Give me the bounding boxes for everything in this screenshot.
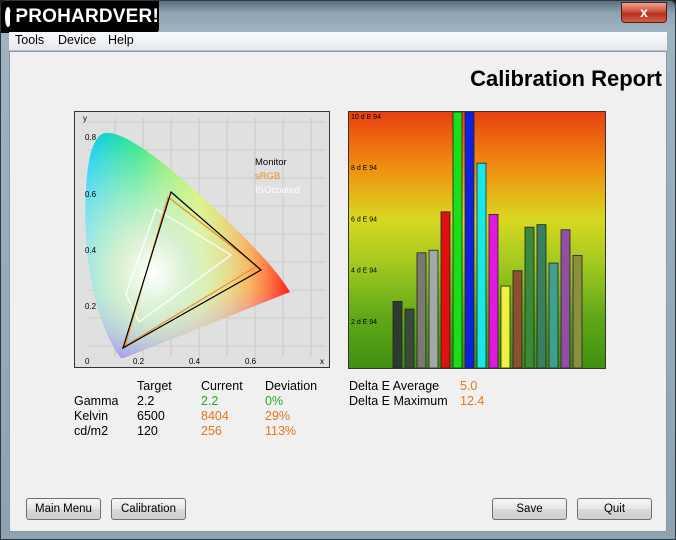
legend-srgb: sRGB [255, 171, 280, 182]
delta-e-average-label: Delta E Average [349, 379, 440, 393]
kelvin-deviation: 29% [265, 409, 291, 423]
delta-e-average-value: 5.0 [460, 379, 478, 393]
title-bar: PROHARDVER! x [1, 1, 675, 33]
y-tick-label: 10 d E 94 [351, 114, 381, 121]
delta-e-bar [572, 254, 583, 368]
y-tick-label: 0.8 [85, 133, 97, 142]
delta-e-maximum-value: 12.4 [460, 394, 485, 408]
close-button[interactable]: x [621, 2, 667, 23]
y-tick-label: 0 [85, 357, 90, 366]
header-current: Current [201, 379, 243, 393]
y-tick-label: 0.6 [85, 190, 97, 199]
cie-chart-svg: y x 0.8 0.6 0.4 0.2 0 0.2 0.4 0.6 Monito… [83, 114, 325, 366]
y-tick-label: 2 d E 94 [351, 319, 377, 326]
luminance-target: 120 [137, 424, 158, 438]
main-menu-button[interactable]: Main Menu [26, 498, 101, 520]
delta-e-bar [488, 214, 499, 368]
save-button[interactable]: Save [492, 498, 567, 520]
delta-e-bar [476, 162, 487, 368]
delta-e-bar [452, 112, 463, 368]
gamma-target: 2.2 [137, 394, 155, 408]
gamut-isocoated [125, 208, 233, 323]
menu-bar: Tools Device Help [9, 32, 667, 51]
y-tick-label: 8 d E 94 [351, 165, 377, 172]
delta-e-bar [404, 308, 415, 368]
row-label-luminance: cd/m2 [74, 424, 109, 438]
calibration-button[interactable]: Calibration [111, 498, 186, 520]
menu-tools[interactable]: Tools [15, 33, 45, 47]
y-tick-label: 4 d E 94 [351, 268, 377, 275]
x-tick-label: 0.2 [133, 357, 145, 366]
cie-chromaticity-chart: y x 0.8 0.6 0.4 0.2 0 0.2 0.4 0.6 Monito… [74, 111, 330, 368]
luminance-deviation: 113% [265, 424, 297, 438]
header-deviation: Deviation [265, 379, 318, 393]
delta-e-bar [524, 226, 535, 368]
luminance-current: 256 [201, 424, 222, 438]
menu-help[interactable]: Help [108, 33, 134, 47]
quit-button[interactable]: Quit [577, 498, 652, 520]
x-tick-label: 0.6 [245, 357, 257, 366]
logo-icon [5, 7, 21, 27]
bar-chart-svg: 10 d E 94 8 d E 94 6 d E 94 4 d E 94 2 d E 9… [349, 112, 605, 368]
delta-e-bar [428, 249, 439, 368]
delta-e-bar [536, 224, 547, 368]
delta-e-maximum-label: Delta E Maximum [349, 394, 448, 408]
gamma-current: 2.2 [201, 394, 219, 408]
y-axis-label: y [83, 114, 87, 123]
delta-e-bar [512, 270, 523, 368]
y-tick-label: 0.2 [85, 302, 97, 311]
kelvin-current: 8404 [201, 409, 229, 423]
legend-monitor: Monitor [255, 157, 287, 168]
delta-e-bar-chart: 10 d E 94 8 d E 94 6 d E 94 4 d E 94 2 d E 9… [348, 111, 606, 369]
legend-isocoated: ISOcoated [255, 185, 300, 196]
y-tick-label: 6 d E 94 [351, 216, 377, 223]
kelvin-target: 6500 [137, 409, 165, 423]
gamma-deviation: 0% [265, 394, 284, 408]
menu-device[interactable]: Device [58, 33, 97, 47]
logo-text: PROHARDVER! [15, 6, 159, 27]
delta-e-bar [392, 301, 403, 368]
row-label-gamma: Gamma [74, 394, 119, 408]
row-label-kelvin: Kelvin [74, 409, 109, 423]
header-target: Target [137, 379, 172, 393]
delta-e-bar [464, 112, 475, 368]
page-title: Calibration Report [470, 66, 662, 91]
x-tick-label: 0.4 [189, 357, 201, 366]
logo: PROHARDVER! [1, 1, 159, 33]
delta-e-bar [440, 211, 451, 368]
y-tick-label: 0.4 [85, 246, 97, 255]
gamut-monitor [121, 190, 263, 350]
client-area: Calibration Report [9, 51, 667, 532]
delta-e-bar [500, 285, 511, 368]
delta-e-bar [560, 229, 571, 368]
x-axis-label: x [320, 357, 324, 366]
delta-e-bar [548, 262, 559, 368]
delta-e-bar [416, 252, 427, 368]
